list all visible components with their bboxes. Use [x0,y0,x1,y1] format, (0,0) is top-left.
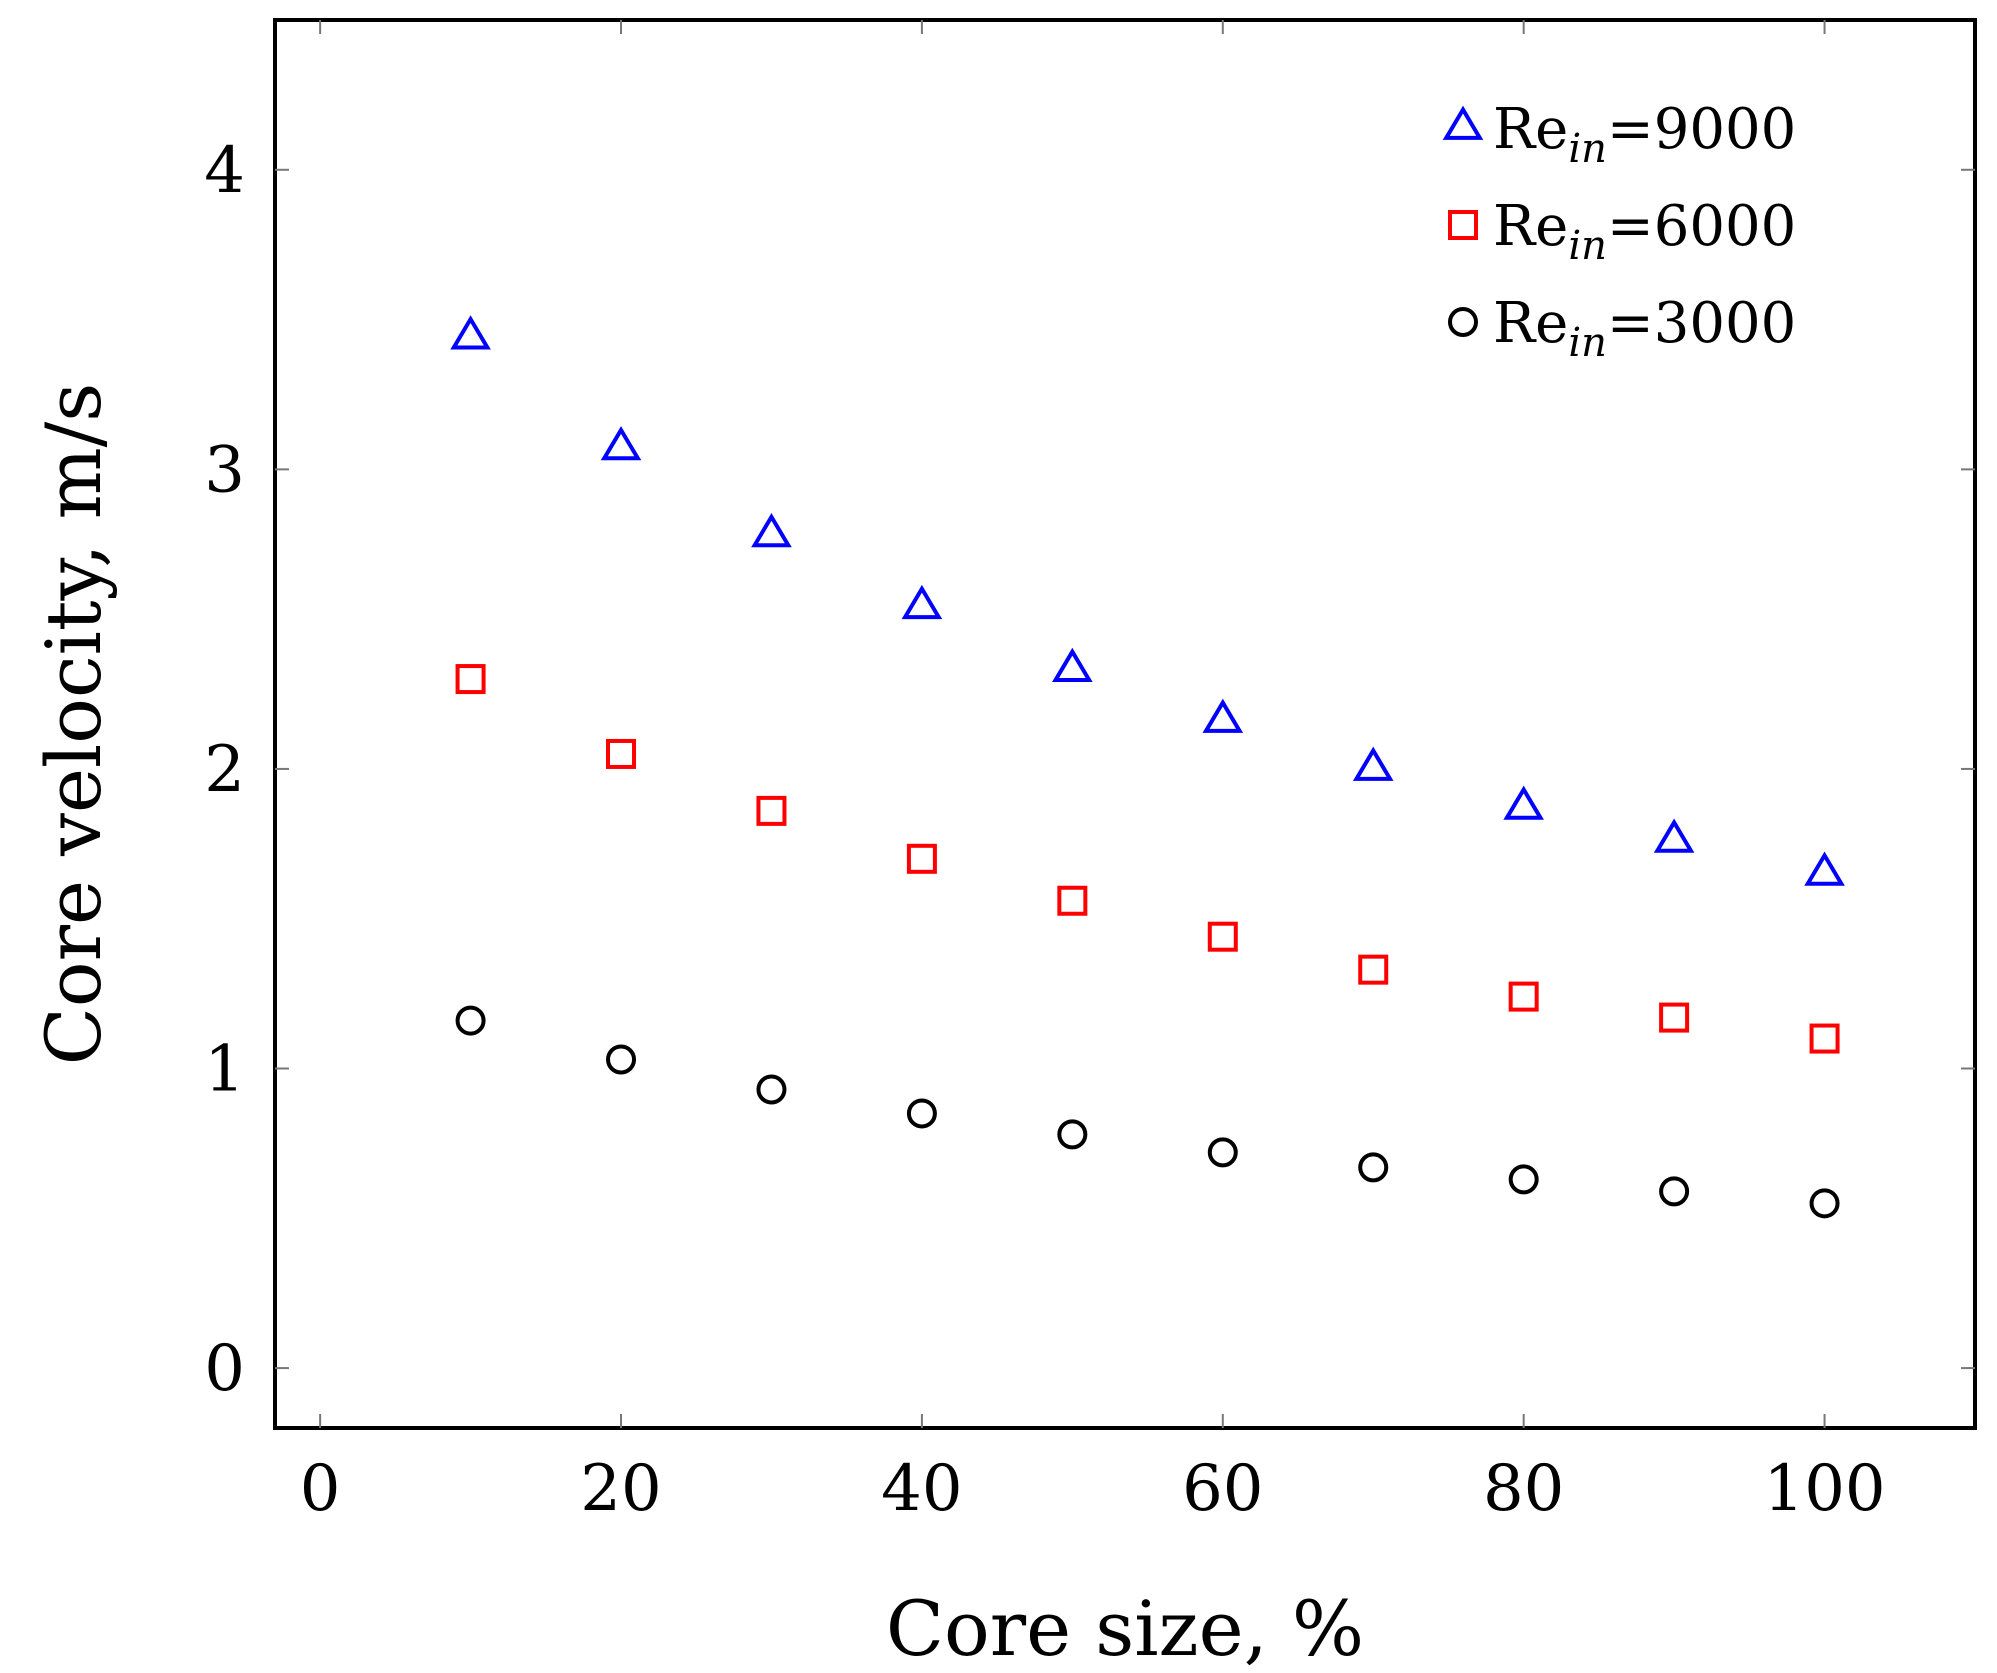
legend-triangle-icon [1442,105,1484,140]
x-tick-label: 20 [580,1452,661,1526]
triangle-point [1653,818,1695,853]
x-tick-label: 60 [1182,1452,1263,1526]
legend-circle-icon [1448,307,1478,337]
triangle-point [1503,785,1544,820]
triangle-point [1202,698,1244,733]
plot-frame [273,18,1977,1430]
circle-point [1659,1176,1690,1207]
legend: Rein=9000 Rein=6000 Rein=3000 [1442,97,1796,366]
triangle-point [1052,647,1093,682]
x-tick-label: 80 [1483,1452,1564,1526]
legend-entry: Rein=9000 [1442,97,1796,172]
x-tick-label: 100 [1763,1452,1885,1526]
tick-labels: 0 20 40 60 80 100 0 1 2 3 4 [204,134,1885,1526]
series-square [455,664,1840,1054]
triangle-point [450,315,491,350]
square-point [1508,981,1539,1012]
circle-point [906,1098,937,1129]
square-point [455,664,486,695]
legend-label: Rein=3000 [1493,291,1796,366]
square-point [1207,921,1238,952]
circle-point [1809,1188,1840,1219]
series-triangle [450,315,1845,886]
square-point [1358,954,1389,985]
square-point [1809,1023,1840,1054]
series-circle [455,1005,1840,1219]
square-point [906,843,937,874]
y-axis-label: Core velocity, m/s [29,383,118,1066]
legend-label: Rein=6000 [1493,194,1796,269]
y-tick-label: 1 [204,1033,245,1107]
triangle-point [901,584,943,620]
legend-square-icon [1448,210,1478,240]
square-point [1659,1002,1690,1033]
axis-ticks [275,20,1975,1428]
legend-entry: Rein=3000 [1448,291,1796,366]
x-tick-label: 0 [300,1452,341,1526]
y-tick-label: 0 [204,1332,245,1406]
y-tick-label: 4 [204,134,245,208]
legend-label: Rein=9000 [1493,97,1796,172]
circle-point [1358,1152,1389,1183]
circle-point [1508,1164,1539,1195]
square-point [1057,885,1088,916]
legend-entry: Rein=6000 [1448,194,1796,269]
triangle-point [1352,746,1394,781]
circle-point [606,1044,637,1075]
x-axis-label: Core size, % [886,1584,1364,1673]
circle-point [455,1005,486,1036]
data-points [450,315,1845,1219]
square-point [606,738,637,769]
circle-point [1057,1119,1088,1150]
circle-point [1207,1137,1238,1168]
triangle-point [751,512,792,548]
circle-point [756,1074,787,1105]
x-tick-label: 40 [881,1452,962,1526]
triangle-point [1804,851,1845,886]
y-tick-label: 2 [204,733,245,807]
square-point [756,795,787,826]
y-tick-label: 3 [204,433,245,507]
triangle-point [600,426,642,461]
